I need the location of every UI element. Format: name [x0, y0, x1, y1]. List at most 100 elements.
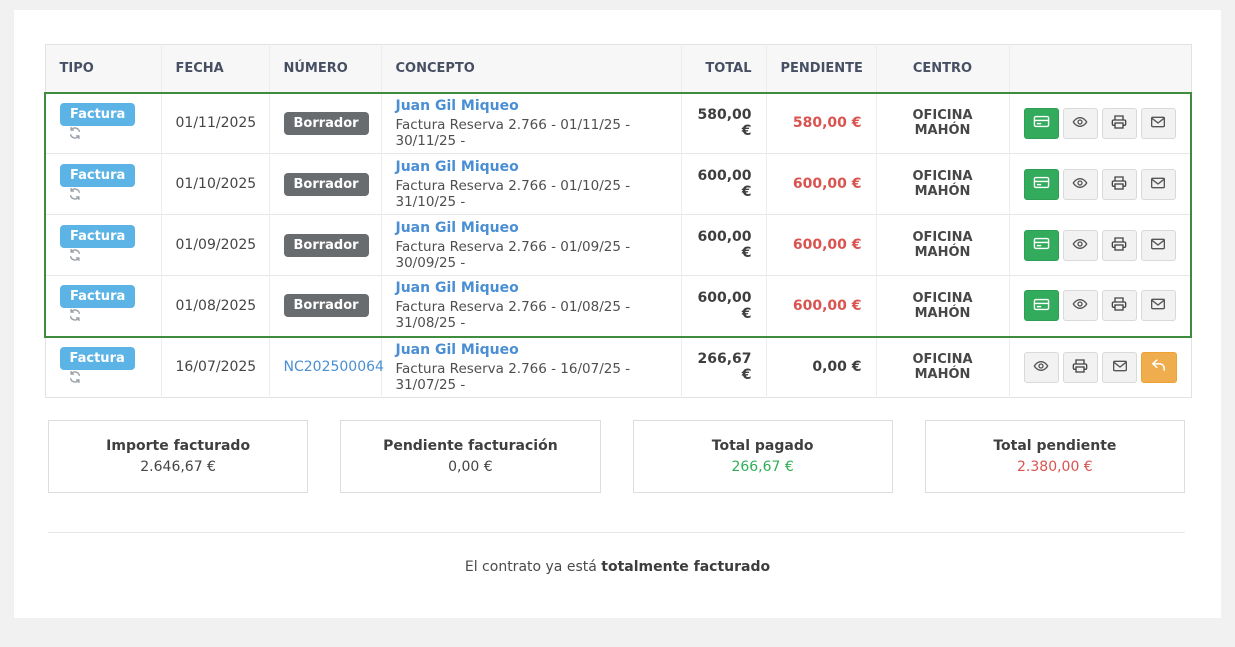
invoice-total: 600,00 €: [680, 214, 766, 276]
view-button[interactable]: [1062, 229, 1098, 261]
status-badge: Borrador: [283, 233, 369, 257]
col-header-fecha: FECHA: [160, 44, 269, 93]
envelope-icon: [1150, 236, 1166, 255]
email-button[interactable]: [1140, 168, 1176, 200]
view-button[interactable]: [1023, 351, 1059, 383]
email-button[interactable]: [1140, 107, 1176, 139]
summary-value: 266,67 €: [731, 459, 794, 475]
printer-icon: [1111, 236, 1127, 255]
invoice-center: OFICINA MAHÓN: [875, 336, 1009, 398]
sync-icon: [68, 187, 82, 205]
eye-icon: [1072, 296, 1088, 315]
contract-status-highlight: totalmente facturado: [601, 559, 771, 575]
reply-icon: [1150, 357, 1167, 377]
invoice-center: OFICINA MAHÓN: [875, 91, 1009, 154]
table-row: Factura 01/08/2025 Borrador Juan Gil Miq…: [44, 275, 1192, 338]
table-row: Factura 01/10/2025 Borrador Juan Gil Miq…: [44, 153, 1192, 215]
client-link[interactable]: Juan Gil Miqueo: [395, 280, 519, 297]
client-link[interactable]: Juan Gil Miqueo: [395, 158, 519, 175]
invoice-concept: Factura Reserva 2.766 - 16/07/25 - 31/07…: [395, 360, 631, 393]
eye-icon: [1072, 175, 1088, 194]
invoice-total: 600,00 €: [680, 153, 766, 215]
email-button[interactable]: [1102, 351, 1138, 383]
invoice-type-badge: Factura: [60, 102, 136, 126]
col-header-pendiente: PENDIENTE: [765, 44, 876, 93]
client-link[interactable]: Juan Gil Miqueo: [395, 341, 519, 358]
invoice-pending: 600,00 €: [765, 153, 876, 215]
invoice-concept: Factura Reserva 2.766 - 01/11/25 - 30/11…: [395, 116, 631, 149]
email-button[interactable]: [1140, 290, 1176, 322]
invoice-pending: 580,00 €: [765, 91, 876, 154]
client-link[interactable]: Juan Gil Miqueo: [395, 219, 519, 236]
invoice-concept: Factura Reserva 2.766 - 01/08/25 - 31/08…: [395, 299, 631, 332]
view-button[interactable]: [1062, 168, 1098, 200]
credit-card-icon: [1033, 174, 1050, 194]
invoice-center: OFICINA MAHÓN: [875, 214, 1009, 276]
divider: [48, 532, 1185, 533]
invoice-pending: 600,00 €: [765, 214, 876, 276]
col-header-concepto: CONCEPTO: [380, 44, 681, 93]
table-header-row: TIPO FECHA NÚMERO CONCEPTO TOTAL PENDIEN…: [45, 44, 1191, 93]
invoice-center: OFICINA MAHÓN: [875, 275, 1009, 338]
invoices-table: TIPO FECHA NÚMERO CONCEPTO TOTAL PENDIEN…: [44, 44, 1192, 398]
sync-icon: [68, 370, 82, 388]
envelope-icon: [1150, 175, 1166, 194]
charge-button[interactable]: [1023, 107, 1059, 139]
col-header-centro: CENTRO: [875, 44, 1009, 93]
status-badge: Borrador: [283, 111, 369, 135]
charge-button[interactable]: [1023, 229, 1059, 261]
table-row: Factura 01/09/2025 Borrador Juan Gil Miq…: [44, 214, 1192, 276]
print-button[interactable]: [1101, 290, 1137, 322]
invoice-total: 580,00 €: [680, 91, 766, 154]
summary-value: 2.380,00 €: [1017, 459, 1093, 475]
summary-label: Pendiente facturación: [383, 438, 558, 454]
contract-status-text: El contrato ya está: [464, 559, 602, 575]
col-header-actions: [1008, 44, 1191, 93]
envelope-icon: [1150, 114, 1166, 133]
summary-card-total-pendiente: Total pendiente 2.380,00 €: [924, 420, 1185, 493]
credit-card-icon: [1033, 235, 1050, 255]
envelope-icon: [1150, 296, 1166, 315]
printer-icon: [1111, 175, 1127, 194]
print-button[interactable]: [1101, 107, 1137, 139]
print-button[interactable]: [1101, 168, 1137, 200]
print-button[interactable]: [1101, 229, 1137, 261]
invoices-panel: TIPO FECHA NÚMERO CONCEPTO TOTAL PENDIEN…: [14, 10, 1221, 618]
charge-button[interactable]: [1023, 168, 1059, 200]
printer-icon: [1111, 296, 1127, 315]
summary-value: 0,00 €: [448, 459, 493, 475]
email-button[interactable]: [1140, 229, 1176, 261]
status-badge: Borrador: [283, 172, 369, 196]
printer-icon: [1111, 114, 1127, 133]
invoice-concept: Factura Reserva 2.766 - 01/09/25 - 30/09…: [395, 238, 631, 271]
envelope-icon: [1112, 358, 1128, 377]
eye-icon: [1072, 114, 1088, 133]
client-link[interactable]: Juan Gil Miqueo: [395, 97, 519, 114]
invoice-date: 01/08/2025: [160, 275, 269, 338]
sync-icon: [68, 248, 82, 266]
invoice-pending: 0,00 €: [765, 336, 876, 398]
print-button[interactable]: [1062, 351, 1098, 383]
invoice-number-link[interactable]: NC202500064: [283, 359, 384, 376]
printer-icon: [1072, 358, 1088, 377]
invoice-date: 01/11/2025: [160, 91, 269, 154]
table-row: Factura 01/11/2025 Borrador Juan Gil Miq…: [44, 91, 1192, 154]
sync-icon: [68, 308, 82, 326]
invoice-type-badge: Factura: [59, 346, 135, 370]
invoice-type-badge: Factura: [60, 224, 136, 248]
eye-icon: [1072, 236, 1088, 255]
summary-label: Total pagado: [711, 438, 814, 454]
view-button[interactable]: [1062, 290, 1098, 322]
charge-button[interactable]: [1023, 290, 1059, 322]
col-header-numero: NÚMERO: [268, 44, 381, 93]
invoice-date: 16/07/2025: [160, 336, 269, 398]
view-button[interactable]: [1062, 107, 1098, 139]
return-button[interactable]: [1141, 351, 1177, 383]
invoice-type-badge: Factura: [60, 285, 136, 309]
status-badge: Borrador: [283, 294, 369, 318]
invoice-total: 266,67 €: [680, 336, 766, 398]
col-header-tipo: TIPO: [45, 44, 161, 93]
summary-cards: Importe facturado 2.646,67 € Pendiente f…: [48, 420, 1185, 493]
eye-icon: [1033, 358, 1049, 377]
invoice-date: 01/09/2025: [160, 214, 269, 276]
